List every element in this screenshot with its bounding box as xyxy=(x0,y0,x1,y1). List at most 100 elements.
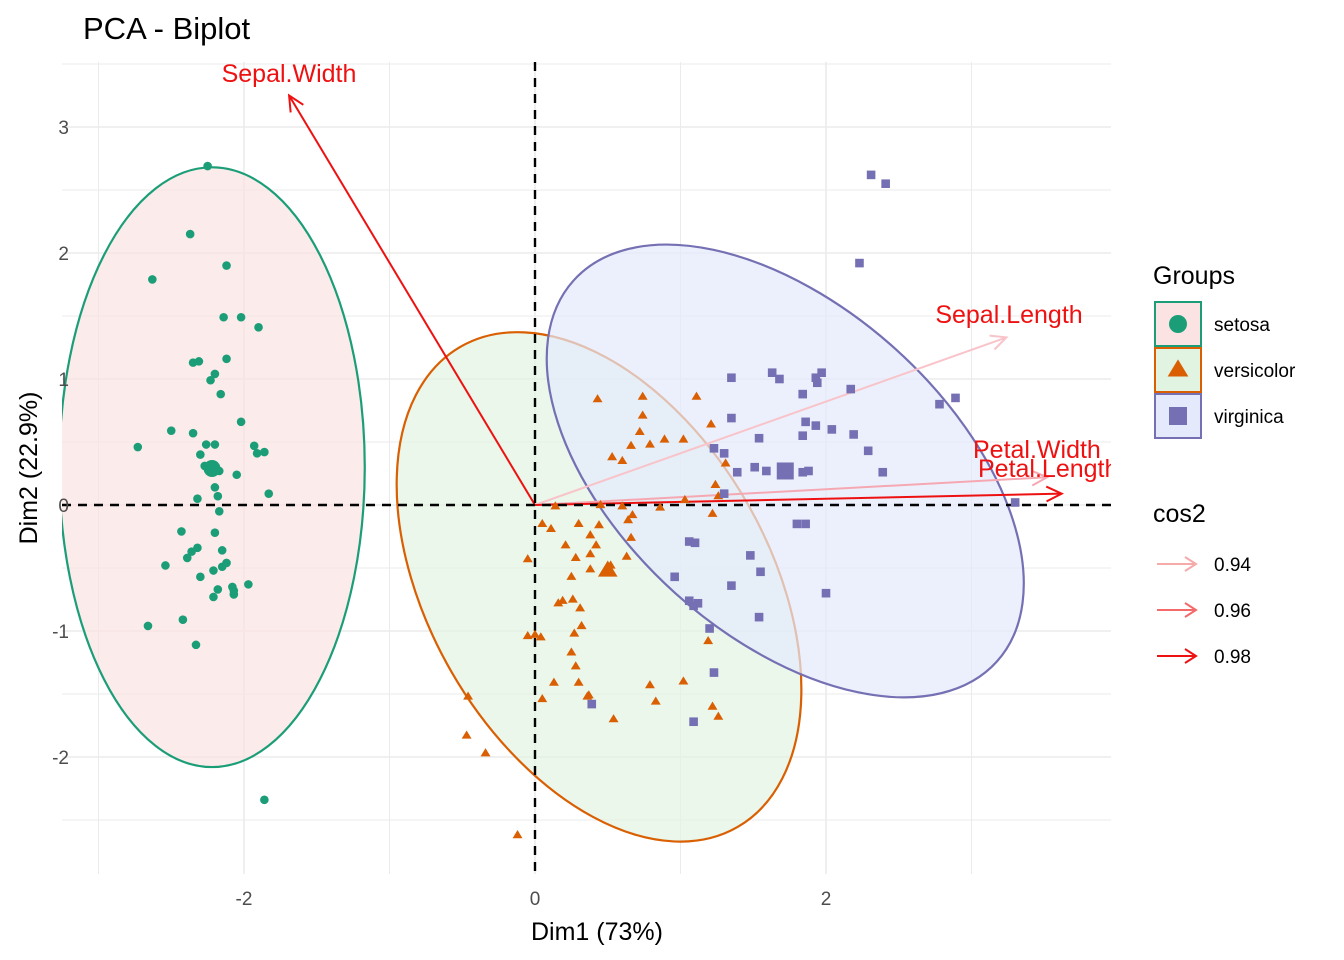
point-setosa xyxy=(252,449,262,458)
point-virginica xyxy=(792,519,802,529)
point-virginica xyxy=(684,596,694,606)
point-virginica xyxy=(689,717,698,727)
point-versicolor xyxy=(679,494,690,504)
y-tick-label: 1 xyxy=(58,370,69,391)
point-versicolor xyxy=(634,426,645,436)
legend-marker-setosa xyxy=(1169,315,1187,333)
point-versicolor xyxy=(703,636,714,645)
point-setosa xyxy=(188,428,198,438)
point-versicolor xyxy=(707,701,718,710)
legend-label-setosa: setosa xyxy=(1214,315,1270,336)
x-axis-title: Dim1 (73%) xyxy=(531,918,663,946)
legend: Groups setosa versicolor virginica cos2 0.94 0… xyxy=(1153,262,1296,668)
point-setosa xyxy=(196,450,205,459)
point-virginica xyxy=(846,384,856,394)
point-versicolor xyxy=(582,691,593,700)
point-setosa xyxy=(236,312,246,322)
y-tick-label: -1 xyxy=(52,622,69,643)
arrowhead-Petal.Length xyxy=(1045,485,1065,503)
point-setosa xyxy=(229,590,239,599)
point-versicolor xyxy=(480,748,491,757)
point-versicolor xyxy=(576,620,587,630)
arrow-Sepal.Length xyxy=(534,336,1007,506)
point-virginica xyxy=(855,258,864,268)
point-versicolor xyxy=(567,594,578,603)
point-versicolor xyxy=(573,677,584,686)
point-virginica xyxy=(827,425,837,434)
point-versicolor xyxy=(626,532,636,541)
arrowhead-Petal.Width xyxy=(1031,469,1050,487)
point-virginica xyxy=(935,399,944,409)
point-versicolor xyxy=(512,830,523,839)
point-versicolor xyxy=(707,508,718,517)
point-virginica xyxy=(811,421,821,430)
point-setosa xyxy=(177,527,186,536)
point-setosa xyxy=(182,553,192,563)
point-versicolor xyxy=(546,523,556,533)
point-versicolor xyxy=(720,458,731,467)
point-versicolor xyxy=(626,440,636,449)
x-tick-label: -2 xyxy=(236,889,253,910)
point-virginica xyxy=(951,393,960,403)
point-setosa xyxy=(216,389,226,399)
point-versicolor xyxy=(461,730,472,739)
point-setosa xyxy=(133,442,143,452)
point-versicolor xyxy=(645,439,655,448)
legend-arrowhead xyxy=(1184,556,1198,572)
point-setosa xyxy=(213,585,223,594)
point-versicolor xyxy=(659,434,670,443)
point-versicolor xyxy=(573,518,584,528)
point-setosa xyxy=(214,507,224,516)
point-setosa xyxy=(217,562,227,572)
point-versicolor xyxy=(623,515,634,524)
point-versicolor xyxy=(594,520,604,529)
point-virginica xyxy=(798,431,808,440)
point-setosa xyxy=(264,489,274,498)
point-setosa xyxy=(254,323,263,332)
point-virginica xyxy=(811,373,821,383)
centroid-setosa xyxy=(203,459,221,477)
point-virginica xyxy=(801,417,810,427)
point-setosa xyxy=(222,261,231,270)
point-versicolor xyxy=(522,630,533,640)
point-virginica xyxy=(727,413,736,423)
legend-title-cos2: cos2 xyxy=(1153,500,1206,528)
point-versicolor xyxy=(569,628,580,637)
point-setosa xyxy=(201,440,211,449)
variable-label-Sepal.Width: Sepal.Width xyxy=(222,60,357,88)
point-virginica xyxy=(727,581,736,590)
point-setosa xyxy=(187,547,196,556)
variable-label-Petal.Length: Petal.Length xyxy=(978,455,1118,483)
point-versicolor xyxy=(553,598,564,607)
point-setosa xyxy=(244,580,253,589)
point-virginica xyxy=(754,612,764,622)
reference-lines xyxy=(62,62,1111,874)
point-virginica xyxy=(709,668,719,677)
point-versicolor xyxy=(537,518,548,528)
point-virginica xyxy=(727,373,736,383)
point-setosa xyxy=(213,491,223,501)
point-virginica xyxy=(817,368,826,377)
point-virginica xyxy=(754,433,764,443)
point-versicolor xyxy=(560,540,571,549)
y-tick-label: 3 xyxy=(58,118,69,139)
legend-title-groups: Groups xyxy=(1153,262,1235,290)
y-tick-label: 0 xyxy=(58,496,69,517)
point-setosa xyxy=(209,592,218,602)
point-versicolor xyxy=(621,551,632,560)
point-setosa xyxy=(236,417,246,427)
point-versicolor xyxy=(585,530,596,539)
point-setosa xyxy=(260,447,269,457)
point-versicolor xyxy=(645,680,655,689)
legend-marker-versicolor xyxy=(1167,359,1189,377)
point-virginica xyxy=(750,462,760,472)
point-versicolor xyxy=(566,647,577,656)
point-versicolor xyxy=(678,434,689,443)
point-virginica xyxy=(746,551,755,560)
variable-labels: Sepal.Width Sepal.Length Petal.WidthPetal.… xyxy=(222,60,1118,483)
point-versicolor xyxy=(585,564,596,573)
point-virginica xyxy=(689,601,698,611)
point-virginica xyxy=(756,567,765,577)
